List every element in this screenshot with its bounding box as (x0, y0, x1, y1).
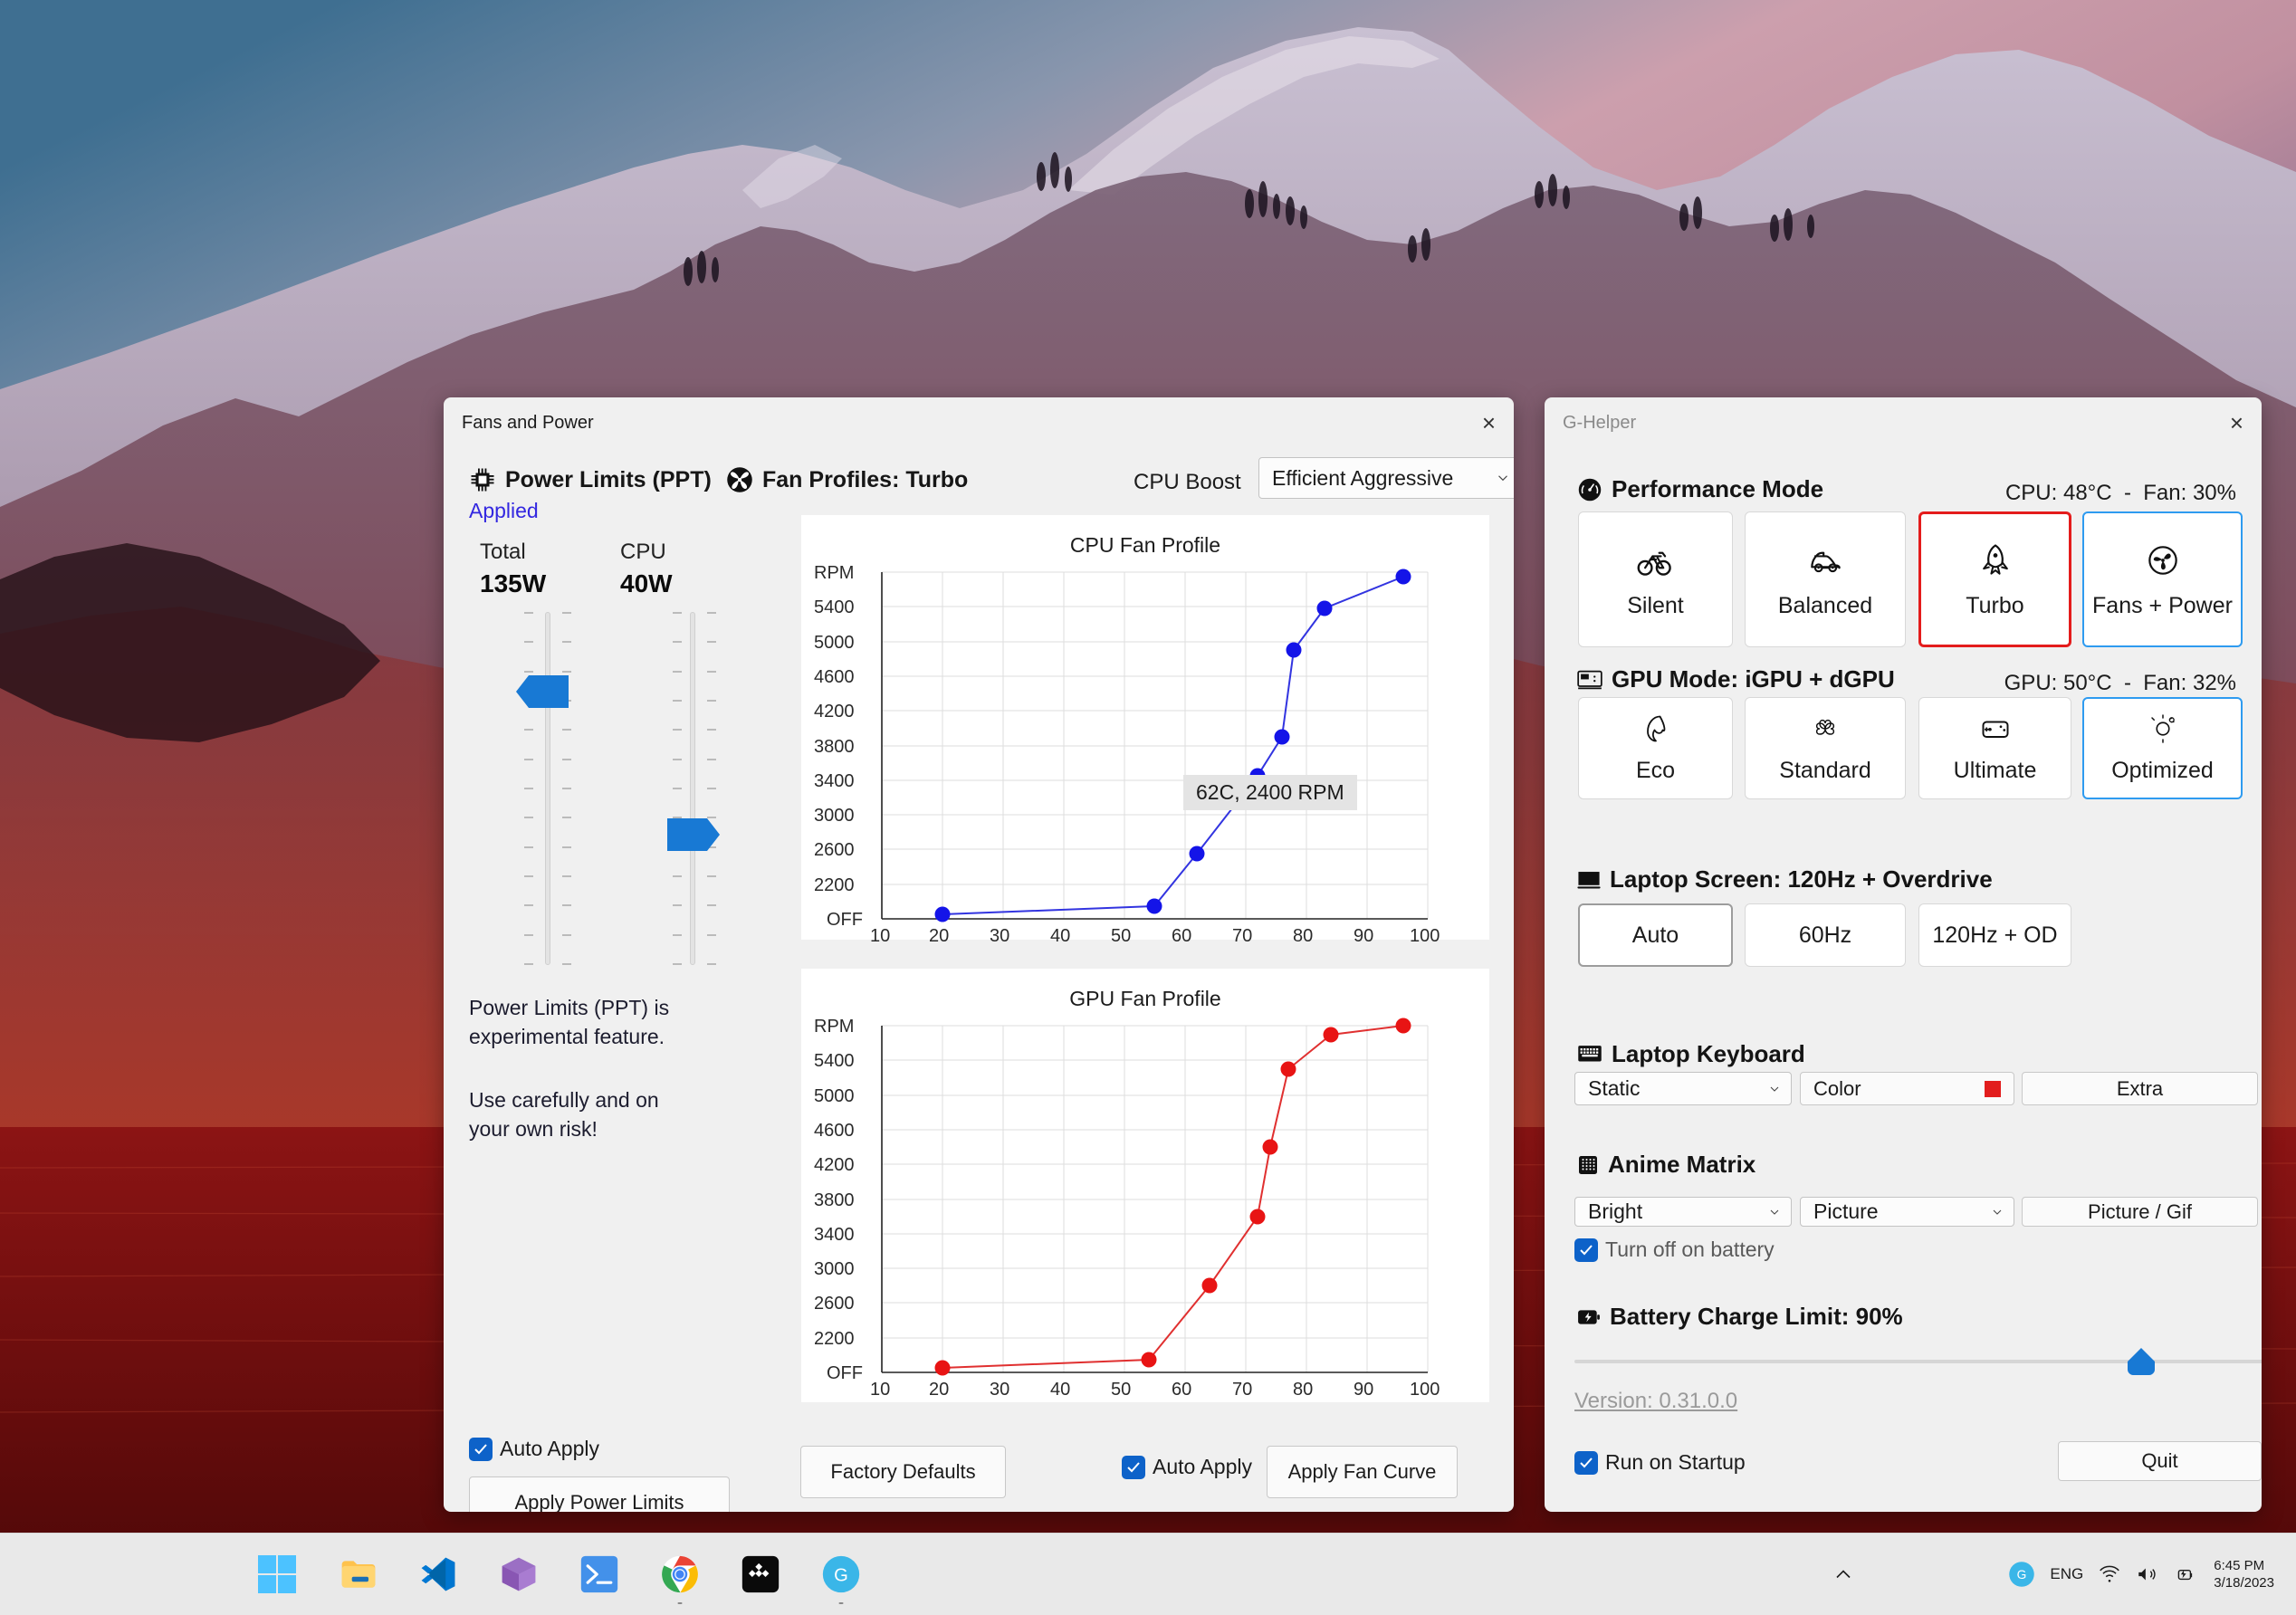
svg-text:G: G (834, 1565, 848, 1585)
svg-text:G: G (2017, 1568, 2027, 1582)
